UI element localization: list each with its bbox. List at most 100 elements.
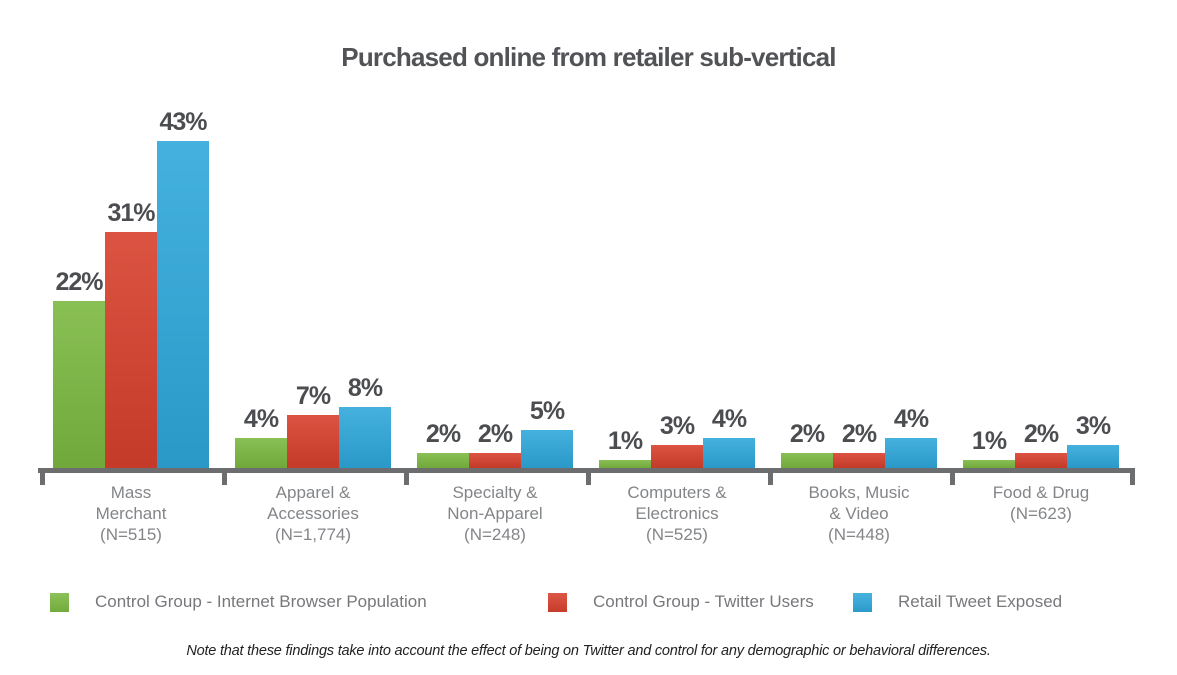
legend-label: Control Group - Internet Browser Populat… (95, 592, 427, 611)
x-axis-tick (404, 468, 409, 485)
x-axis-tick (1130, 468, 1135, 485)
bar-column: 1% (963, 427, 1015, 468)
plot-area: 22% 31% 43% 4% 7% 8% 2% 2% 5% 1% 3% 4% 2% 2% 4% 1% 2% 3% (40, 100, 1132, 468)
value-label: 8% (347, 374, 383, 403)
value-label: 5% (529, 397, 565, 425)
category-label-line: Merchant (95, 504, 167, 523)
bar-column: 31% (105, 199, 157, 468)
bar (287, 414, 339, 468)
category-label-line: (N=623) (1010, 504, 1072, 523)
x-axis-tick (768, 468, 773, 485)
bar-column: 2% (1015, 420, 1067, 468)
bar (339, 407, 391, 468)
bar-group: 4% 7% 8% (222, 100, 404, 468)
value-label: 1% (971, 427, 1007, 456)
category-label-line: Non-Apparel (447, 504, 543, 523)
bar-column: 3% (1067, 412, 1119, 468)
bar-column: 4% (235, 405, 287, 468)
value-label: 2% (789, 419, 825, 448)
category-label: Computers & Electronics (N=525) (586, 482, 768, 545)
category-label: Apparel & Accessories (N=1,774) (222, 482, 404, 545)
legend-item: Control Group - Twitter Users (548, 592, 814, 612)
value-label: 2% (1023, 419, 1059, 448)
category-label-line: Electronics (635, 504, 719, 523)
bar (521, 430, 573, 468)
value-label: 2% (477, 419, 513, 448)
category-label-line: (N=515) (100, 525, 162, 544)
chart-legend: Control Group - Internet Browser Populat… (0, 592, 1177, 616)
bar (781, 452, 833, 468)
category-labels: Mass Merchant (N=515) Apparel & Accessories (… (40, 482, 1132, 545)
bar-group: 22% 31% 43% (40, 100, 222, 468)
bar (833, 452, 885, 468)
bar-column: 4% (703, 405, 755, 468)
chart-title: Purchased online from retailer sub-verti… (341, 42, 836, 72)
bar (157, 141, 209, 468)
bar (235, 437, 287, 468)
bar (105, 232, 157, 468)
legend-item: Control Group - Internet Browser Populat… (50, 592, 427, 612)
x-axis-line (38, 468, 1135, 485)
category-label-line: Accessories (267, 504, 359, 523)
category-label-line: Books, Music (808, 483, 910, 502)
bar-group: 2% 2% 5% (404, 100, 586, 468)
category-label: Food & Drug (N=623) (950, 482, 1132, 545)
bar-column: 2% (469, 420, 521, 468)
category-label-line: Food & Drug (992, 483, 1090, 502)
legend-swatch (853, 592, 872, 612)
value-label: 4% (711, 404, 747, 433)
x-axis-tick (40, 468, 45, 485)
category-label-line: Apparel & (275, 483, 351, 502)
legend-label: Retail Tweet Exposed (898, 592, 1063, 611)
bar-group: 2% 2% 4% (768, 100, 950, 468)
bar-column: 5% (521, 397, 573, 468)
bar-column: 4% (885, 405, 937, 468)
bar-column: 2% (417, 420, 469, 468)
value-label: 4% (893, 404, 929, 433)
legend-swatch (50, 592, 69, 612)
value-label: 31% (107, 199, 155, 228)
value-label: 4% (243, 404, 279, 433)
legend-swatch (548, 592, 567, 612)
chart-footnote: Note that these findings take into accou… (186, 643, 991, 659)
value-label: 2% (425, 419, 461, 448)
category-label-line: & Video (829, 504, 889, 523)
legend-label: Control Group - Twitter Users (593, 592, 814, 611)
value-label: 7% (295, 381, 331, 410)
bar (885, 437, 937, 468)
bar-column: 2% (781, 420, 833, 468)
category-label: Books, Music & Video (N=448) (768, 482, 950, 545)
bar-column: 43% (157, 108, 209, 468)
bar (417, 452, 469, 468)
category-label-line: (N=248) (464, 525, 526, 544)
bar (1015, 452, 1067, 468)
value-label: 1% (607, 427, 643, 456)
value-label: 3% (659, 412, 695, 441)
bar (1067, 445, 1119, 468)
category-label-line: Mass (110, 483, 152, 502)
bar-group: 1% 2% 3% (950, 100, 1132, 468)
bar (599, 460, 651, 468)
bar-column: 3% (651, 412, 703, 468)
bar (963, 460, 1015, 468)
bar-group: 1% 3% 4% (586, 100, 768, 468)
bar-column: 22% (53, 268, 105, 468)
bar-column: 8% (339, 374, 391, 468)
x-axis-tick (950, 468, 955, 485)
value-label: 43% (159, 108, 207, 137)
category-label-line: (N=448) (828, 525, 890, 544)
category-label-line: Specialty & (452, 483, 538, 502)
bar (703, 437, 755, 468)
bar-column: 2% (833, 420, 885, 468)
category-label: Mass Merchant (N=515) (40, 482, 222, 545)
bar-column: 7% (287, 382, 339, 468)
bar-column: 1% (599, 427, 651, 468)
bar (469, 452, 521, 468)
value-label: 2% (841, 419, 877, 448)
category-label-line: (N=1,774) (274, 525, 352, 544)
bar (651, 445, 703, 468)
category-label: Specialty & Non-Apparel (N=248) (404, 482, 586, 545)
category-label-line: (N=525) (646, 525, 708, 544)
bar (53, 300, 105, 468)
